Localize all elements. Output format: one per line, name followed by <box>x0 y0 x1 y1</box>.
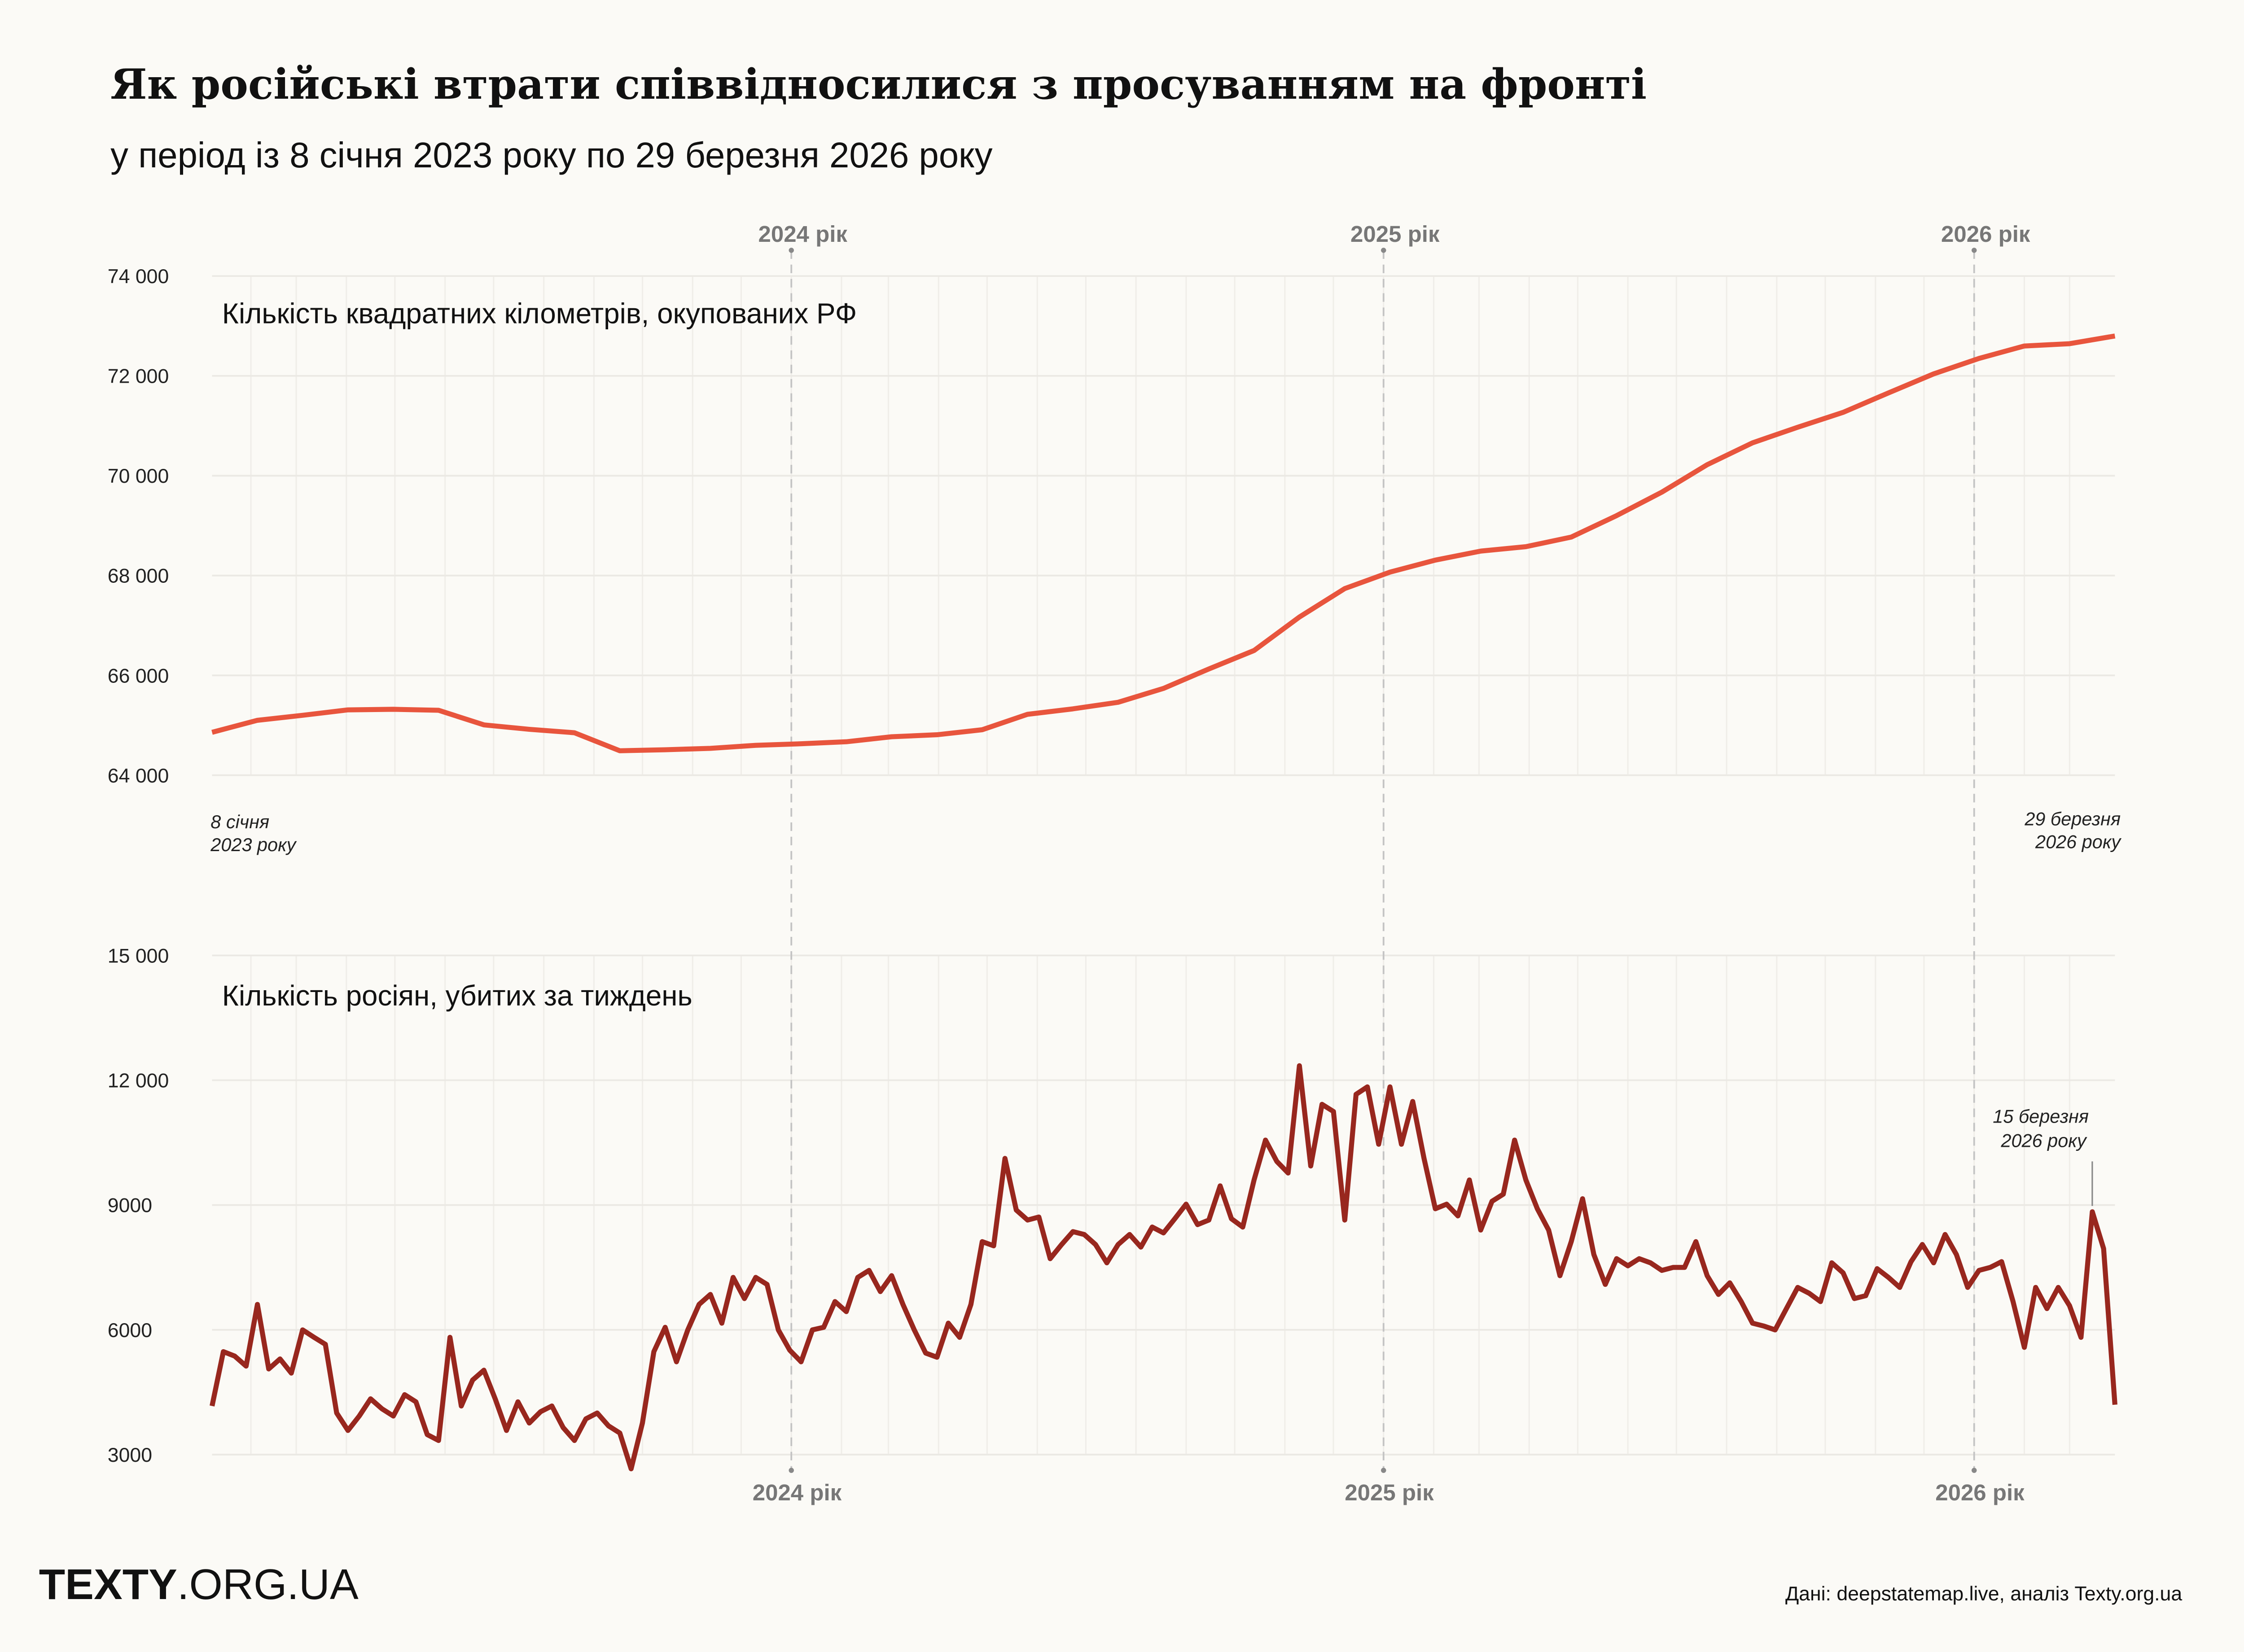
annotation-line2: 2026 року <box>2000 1130 2087 1151</box>
territory-series-line <box>211 333 2116 753</box>
start-note-line2: 2023 року <box>210 834 297 855</box>
year-marker-dot <box>789 248 794 253</box>
year-label-top: 2026 рік <box>1941 221 2030 247</box>
y-tick-label: 66 000 <box>108 665 169 687</box>
year-marker-dot <box>1381 1468 1386 1473</box>
year-marker-dot <box>1971 248 1977 253</box>
y-tick-label: 68 000 <box>108 565 169 587</box>
texty-logo: TEXTY.ORG.UA <box>39 1560 359 1608</box>
grid-layer: 64 000 66 000 68 000 70 000 72 000 74 000 3000… <box>108 266 2115 1466</box>
source-note: Дані: deepstatemap.live, аналіз Texty.or… <box>1785 1583 2182 1605</box>
start-note-line1: 8 січня <box>210 811 269 832</box>
year-markers: 2024 рік 2024 рік 2025 рік 2025 рік 2026 рік… <box>753 221 2030 1505</box>
year-label-top: 2025 рік <box>1350 221 1440 247</box>
year-label-bottom: 2024 рік <box>753 1480 842 1505</box>
y-tick-label: 9000 <box>108 1195 152 1217</box>
year-label-bottom: 2025 рік <box>1345 1480 1434 1505</box>
year-label-bottom: 2026 рік <box>1935 1480 2025 1505</box>
y-tick-label: 12 000 <box>108 1070 169 1092</box>
end-note-line2: 2026 року <box>2035 831 2121 852</box>
losses-chart-label: Кількість росіян, убитих за тиждень <box>222 979 692 1012</box>
annotation-line1: 15 березня <box>1993 1106 2089 1127</box>
y-tick-label: 3000 <box>108 1444 152 1466</box>
svg-text:TEXTY.ORG.UA: TEXTY.ORG.UA <box>39 1560 359 1608</box>
year-marker-dot <box>1381 248 1386 253</box>
losses-series-line <box>210 1063 2117 1472</box>
y-tick-label: 70 000 <box>108 465 169 487</box>
year-label-top: 2024 рік <box>758 221 847 247</box>
chart-subtitle: у період із 8 січня 2023 року по 29 бере… <box>110 135 993 175</box>
y-tick-label: 64 000 <box>108 765 169 787</box>
logo-light: .ORG.UA <box>177 1560 359 1608</box>
y-tick-label: 15 000 <box>108 945 169 967</box>
chart-title: Як російські втрати співвідносилися з пр… <box>110 60 1647 109</box>
y-tick-label: 6000 <box>108 1320 152 1342</box>
logo-bold: TEXTY <box>39 1560 177 1608</box>
year-marker-dot <box>1971 1468 1977 1473</box>
y-tick-label: 74 000 <box>108 266 169 288</box>
end-note-line1: 29 березня <box>2024 808 2121 829</box>
y-tick-label: 72 000 <box>108 366 169 388</box>
year-marker-dot <box>789 1468 794 1473</box>
territory-chart-label: Кількість квадратних кілометрів, окупова… <box>222 297 857 329</box>
